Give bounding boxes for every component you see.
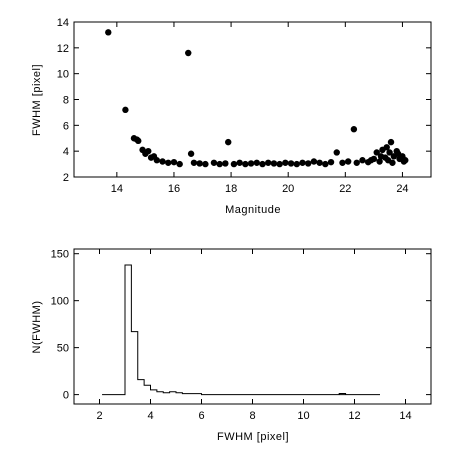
histogram-y-tick-label: 50 — [57, 343, 69, 355]
scatter-x-axis-label: Magnitude — [225, 204, 281, 216]
histogram-y-axis-label: N(FWHM) — [31, 301, 43, 354]
scatter-point — [253, 159, 260, 166]
scatter-point — [170, 158, 178, 166]
histogram-x-tick-label: 6 — [198, 410, 204, 422]
histogram-x-axis-label: FWHM [pixel] — [217, 431, 289, 443]
scatter-point — [322, 160, 329, 168]
histogram-plot-frame — [73, 248, 432, 405]
scatter-point — [236, 159, 243, 166]
scatter-point — [265, 159, 272, 166]
scatter-point — [316, 159, 323, 166]
scatter-point — [400, 158, 408, 165]
scatter-point — [105, 29, 112, 36]
histogram-outlier-bin — [338, 392, 347, 395]
scatter-point — [145, 147, 152, 155]
scatter-y-tick-label: 4 — [63, 146, 69, 158]
scatter-point — [222, 160, 229, 167]
histogram-x-tick-label: 8 — [249, 410, 255, 422]
scatter-point — [259, 160, 266, 168]
histogram-x-tick-label: 14 — [399, 410, 411, 422]
scatter-y-tick-label: 10 — [57, 69, 69, 81]
histogram-plot: 2 4 6 8 10 12 14 0 50 100 150 FWHM [pixel] N(FWHM) — [31, 248, 432, 443]
scatter-point — [196, 160, 203, 167]
scatter-point — [185, 49, 192, 57]
histogram-x-tick-label: 12 — [348, 410, 360, 422]
scatter-point — [353, 159, 360, 166]
scatter-point — [389, 159, 396, 166]
scatter-point — [333, 149, 340, 156]
scatter-y-tick-label: 8 — [63, 95, 69, 107]
scatter-point — [377, 153, 385, 160]
scatter-x-tick-label: 16 — [168, 183, 180, 195]
scatter-y-tick-label: 12 — [57, 43, 69, 55]
histogram-x-tick-label: 2 — [96, 410, 102, 422]
scatter-point — [367, 157, 375, 164]
scatter-point — [304, 160, 312, 167]
scatter-point — [216, 160, 223, 168]
scatter-x-tick-label: 14 — [111, 183, 123, 195]
scatter-points — [105, 29, 409, 168]
scatter-point — [344, 158, 352, 165]
scatter-point — [190, 159, 198, 166]
scatter-point — [276, 160, 283, 168]
scatter-point — [153, 157, 161, 164]
scatter-y-tick-label: 14 — [57, 17, 69, 29]
histogram-y-tick-label: 0 — [63, 390, 69, 402]
scatter-point — [287, 160, 295, 167]
scatter-point — [247, 160, 255, 167]
scatter-point — [373, 149, 380, 156]
scatter-y-axis-label: FWHM [pixel] — [31, 64, 43, 136]
scatter-point — [299, 159, 306, 166]
scatter-point — [327, 158, 335, 166]
scatter-x-tick-label: 20 — [282, 183, 294, 195]
scatter-point — [394, 150, 402, 157]
scatter-point — [386, 149, 393, 156]
histogram-x-tick-label: 10 — [297, 410, 309, 422]
scatter-point — [310, 158, 318, 165]
scatter-point — [187, 150, 195, 157]
scatter-point — [135, 137, 142, 145]
scatter-point — [376, 158, 383, 165]
scatter-point — [230, 160, 238, 168]
scatter-point — [383, 144, 390, 151]
histogram-step-line — [102, 264, 380, 396]
scatter-point — [165, 159, 172, 166]
scatter-point — [225, 138, 232, 146]
histogram-y-tick-label: 150 — [51, 249, 69, 261]
scatter-point — [339, 159, 346, 166]
scatter-x-tick-label: 24 — [396, 183, 408, 195]
scatter-point — [350, 126, 358, 133]
scatter-point — [387, 138, 395, 146]
scatter-point — [293, 160, 300, 168]
scatter-point — [282, 159, 289, 166]
scatter-point — [122, 106, 129, 114]
histogram-x-tick-label: 4 — [147, 410, 153, 422]
histogram-ticks: 2 4 6 8 10 12 14 0 50 100 150 — [51, 249, 431, 422]
scatter-y-tick-label: 2 — [63, 172, 69, 184]
scatter-point — [159, 158, 166, 165]
scatter-y-tick-label: 6 — [63, 120, 69, 132]
histogram-steps — [102, 264, 380, 396]
scatter-point — [202, 160, 209, 168]
scatter-point — [270, 160, 278, 167]
histogram-y-tick-label: 100 — [51, 296, 69, 308]
scatter-point — [210, 159, 218, 166]
scatter-point — [176, 160, 183, 168]
scatter-x-tick-label: 18 — [225, 183, 237, 195]
scatter-point — [242, 160, 249, 168]
scatter-point — [359, 157, 366, 164]
scatter-x-tick-label: 22 — [339, 183, 351, 195]
